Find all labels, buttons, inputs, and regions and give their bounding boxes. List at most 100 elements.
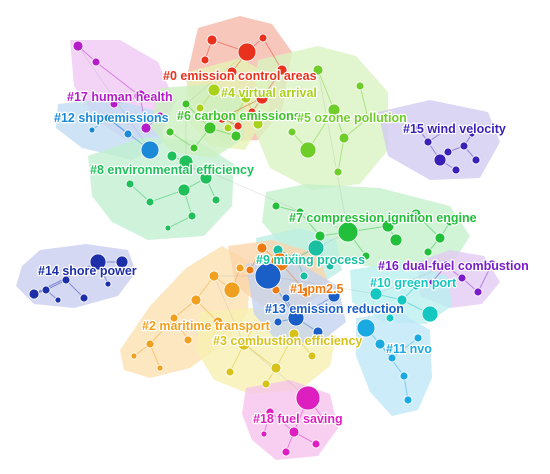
node-c2 (145, 339, 155, 349)
label-c11: #11 nvo (386, 342, 432, 356)
node-c15 (451, 165, 461, 175)
node-c2 (183, 335, 193, 345)
node-c3 (261, 379, 271, 389)
cross-edge (213, 275, 245, 345)
node-c10 (411, 281, 421, 291)
node-c8 (145, 197, 155, 207)
node-c8 (166, 150, 178, 162)
edge-c16 (477, 263, 493, 293)
cross-edge (375, 265, 447, 295)
node-c8 (164, 224, 172, 232)
cluster-hull-c6 (150, 84, 244, 158)
node-c0 (233, 121, 243, 131)
node-c16 (473, 287, 483, 297)
node-c8 (178, 154, 194, 170)
node-c15 (433, 153, 447, 167)
node-c0 (216, 112, 228, 124)
node-c9 (299, 271, 309, 281)
node-c0 (200, 55, 210, 65)
node-c17 (155, 111, 165, 121)
node-c15 (468, 130, 476, 138)
node-c3 (307, 351, 317, 361)
node-c11 (387, 353, 397, 363)
node-c6 (203, 121, 217, 135)
node-c11 (374, 338, 386, 350)
node-c14 (54, 296, 62, 304)
cross-edge (185, 51, 248, 105)
edge-c3 (275, 333, 295, 369)
cluster-hulls (16, 16, 500, 460)
node-c8 (211, 195, 221, 205)
node-c10 (396, 294, 408, 306)
node-c18 (288, 426, 300, 438)
edge-c11 (391, 337, 419, 359)
node-c5 (312, 64, 324, 76)
node-c4 (207, 83, 221, 97)
cluster-hull-c11 (356, 312, 432, 416)
node-c18 (319, 415, 329, 425)
node-c3 (270, 362, 282, 374)
node-c18 (295, 385, 321, 411)
node-c5 (299, 141, 317, 159)
node-c8 (125, 179, 135, 189)
node-c18 (281, 447, 291, 457)
node-c4 (223, 123, 233, 133)
edge-c7 (415, 213, 441, 239)
node-c0 (276, 64, 288, 76)
node-c1 (245, 265, 255, 275)
node-c18 (260, 430, 268, 438)
edge-c8 (129, 183, 151, 203)
node-c2 (190, 294, 202, 306)
node-c13 (254, 262, 282, 290)
cross-edge (267, 275, 377, 295)
node-c7 (410, 208, 422, 220)
node-c15 (442, 126, 450, 134)
label-c0: #0 emission control areas (163, 69, 317, 83)
label-c8: #8 environmental efficiency (90, 163, 254, 177)
edge-c5 (317, 69, 335, 111)
node-c17 (133, 89, 147, 103)
node-c2 (156, 364, 164, 372)
node-c15 (471, 155, 481, 165)
label-c13: #13 emission reduction (265, 302, 404, 316)
edge-c4 (227, 97, 247, 129)
node-c7 (445, 217, 455, 227)
node-c3 (288, 328, 300, 340)
node-c4 (252, 118, 264, 130)
node-c0 (258, 33, 268, 43)
node-c0 (237, 42, 257, 62)
node-c2 (223, 281, 241, 299)
cluster-hull-c5 (250, 46, 388, 190)
label-c10: #10 green port (370, 276, 457, 290)
node-c0 (255, 91, 269, 105)
node-c10 (421, 305, 439, 323)
label-c2: #2 maritime transport (142, 319, 271, 333)
node-c17 (72, 40, 84, 52)
node-c16 (428, 278, 436, 286)
node-c9 (325, 261, 335, 271)
node-c14 (104, 280, 112, 288)
node-c12 (123, 129, 133, 139)
label-c18: #18 fuel saving (253, 412, 343, 426)
edge-c3 (243, 343, 277, 369)
label-c5: #5 ozone pollution (297, 111, 407, 125)
node-c2 (212, 316, 224, 328)
edge-c5 (337, 137, 345, 173)
label-c1: #1 pm2.5 (290, 282, 344, 296)
edge-c0 (262, 37, 283, 71)
node-c15 (459, 141, 469, 151)
node-c12 (88, 126, 96, 134)
label-c15: #15 wind velocity (403, 122, 506, 136)
node-c8 (187, 211, 197, 221)
node-c17 (140, 122, 152, 134)
node-c13 (327, 289, 341, 303)
node-c11 (413, 333, 423, 343)
label-c14: #14 shore power (38, 264, 137, 278)
node-c15 (423, 137, 433, 147)
node-c14 (61, 275, 71, 285)
edge-c0 (221, 97, 263, 119)
node-c9 (307, 239, 325, 257)
label-c17: #17 human health (67, 90, 173, 104)
